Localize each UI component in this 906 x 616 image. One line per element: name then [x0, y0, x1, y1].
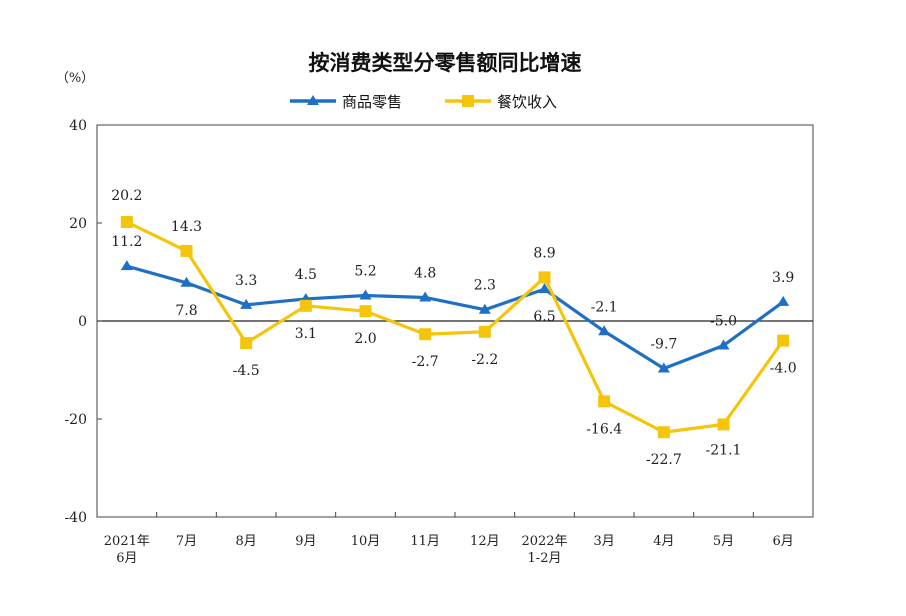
legend-label-2: 餐饮收入 — [497, 93, 557, 111]
data-point-retail — [717, 339, 730, 350]
x-tick-label: 2022年 — [521, 534, 567, 549]
legend-marker-square — [462, 95, 474, 107]
x-tick-label: 8月 — [236, 534, 257, 549]
y-tick-label: 0 — [78, 314, 87, 330]
data-label: 5.2 — [354, 264, 376, 280]
data-label: -5.0 — [710, 314, 737, 330]
y-axis: 40 20 0 -20 -40 — [64, 118, 102, 526]
data-label: -2.1 — [591, 299, 618, 315]
series-line-1 — [126, 264, 785, 371]
data-label: 14.3 — [171, 219, 202, 235]
x-tick-label: 11月 — [410, 534, 440, 549]
data-label: 20.2 — [111, 188, 142, 204]
data-point-catering — [240, 337, 253, 350]
data-label: -21.1 — [706, 442, 742, 458]
data-label: 7.8 — [175, 303, 197, 319]
data-label: 4.5 — [295, 267, 317, 283]
data-point-catering — [598, 395, 611, 408]
data-label: 3.9 — [772, 270, 794, 286]
legend-label-1: 商品零售 — [342, 93, 402, 111]
x-tick-label: 6月 — [116, 551, 137, 566]
data-point-catering — [717, 418, 730, 431]
data-point-retail — [120, 260, 133, 271]
x-tick-label: 6月 — [773, 534, 794, 549]
y-tick-label: -40 — [64, 510, 87, 526]
data-point-catering — [777, 334, 790, 347]
data-point-catering — [657, 426, 670, 439]
series-line-2 — [126, 220, 785, 434]
x-tick-label: 1-2月 — [528, 551, 562, 566]
series-layer — [120, 216, 790, 439]
data-point-catering — [538, 271, 551, 284]
data-point-retail — [657, 362, 670, 373]
data-label: 2.3 — [474, 278, 496, 294]
x-tick-label: 12月 — [470, 534, 500, 549]
x-tick-label: 4月 — [653, 534, 674, 549]
data-point-retail — [478, 303, 491, 314]
x-tick-label: 10月 — [351, 534, 381, 549]
data-label: 6.5 — [533, 309, 555, 325]
data-label: 3.3 — [235, 273, 257, 289]
data-label: 3.1 — [295, 326, 317, 342]
x-tick-label: 5月 — [713, 534, 734, 549]
x-tick-label: 2021年 — [104, 534, 150, 549]
data-label: 11.2 — [111, 234, 142, 250]
data-label: -16.4 — [586, 421, 622, 437]
data-label: -4.5 — [233, 363, 260, 379]
data-labels: 11.2 7.8 3.3 4.5 5.2 4.8 2.3 6.5 -2.1 -9.7 -5.0 3.9… — [111, 188, 796, 468]
data-label: 2.0 — [354, 331, 376, 347]
y-tick-label: 20 — [69, 216, 87, 232]
data-point-retail — [598, 325, 611, 336]
unit-label: （%） — [56, 71, 94, 86]
data-point-catering — [180, 244, 193, 257]
data-point-catering — [120, 216, 133, 229]
legend-marker-triangle — [307, 95, 319, 105]
data-label: -2.7 — [412, 354, 439, 370]
data-point-catering — [359, 305, 372, 318]
x-tick-label: 7月 — [176, 534, 197, 549]
x-tick-label: 9月 — [295, 534, 316, 549]
y-tick-label: -20 — [64, 412, 87, 428]
chart-title: 按消费类型分零售额同比增速 — [309, 51, 582, 75]
data-point-catering — [299, 299, 312, 312]
legend: 商品零售 餐饮收入 — [290, 93, 557, 111]
x-axis: 2021年 6月 7月 8月 9月 10月 11月 12月 2022年 1-2月 3月 4月 5月 6月 — [104, 512, 794, 566]
data-label: -4.0 — [770, 361, 797, 377]
data-label: -2.2 — [471, 352, 498, 368]
data-label: 8.9 — [533, 245, 555, 261]
data-point-catering — [419, 328, 432, 341]
data-label: -9.7 — [650, 337, 677, 353]
data-point-retail — [180, 276, 193, 287]
data-label: -22.7 — [646, 452, 682, 468]
data-point-catering — [478, 325, 491, 338]
x-tick-label: 3月 — [594, 534, 615, 549]
data-point-retail — [359, 289, 372, 300]
data-label: 4.8 — [414, 265, 436, 281]
y-tick-label: 40 — [69, 118, 87, 134]
data-point-retail — [419, 291, 432, 302]
data-point-retail — [240, 298, 253, 309]
data-point-retail — [777, 295, 790, 306]
data-point-retail — [538, 283, 551, 294]
